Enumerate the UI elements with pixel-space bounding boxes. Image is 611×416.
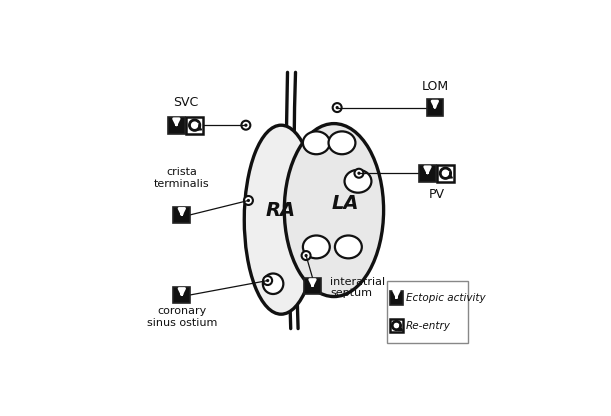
Ellipse shape <box>345 170 371 193</box>
FancyBboxPatch shape <box>304 277 321 295</box>
FancyBboxPatch shape <box>390 319 403 332</box>
Circle shape <box>354 169 364 178</box>
Circle shape <box>392 321 401 330</box>
FancyBboxPatch shape <box>390 291 403 305</box>
Text: interatrial
septum: interatrial septum <box>330 277 386 298</box>
Circle shape <box>440 168 451 179</box>
Ellipse shape <box>303 235 330 258</box>
FancyBboxPatch shape <box>437 165 454 181</box>
FancyBboxPatch shape <box>419 165 436 181</box>
Text: PV: PV <box>428 188 444 201</box>
FancyBboxPatch shape <box>426 99 443 116</box>
Text: SVC: SVC <box>173 96 198 109</box>
Circle shape <box>304 254 308 257</box>
Text: RA: RA <box>266 201 296 220</box>
Ellipse shape <box>303 131 330 154</box>
Circle shape <box>189 120 200 131</box>
Ellipse shape <box>244 125 318 314</box>
Circle shape <box>244 124 247 127</box>
FancyBboxPatch shape <box>387 280 469 343</box>
Circle shape <box>302 251 310 260</box>
Ellipse shape <box>335 235 362 258</box>
Circle shape <box>241 121 251 130</box>
Circle shape <box>247 199 250 202</box>
Ellipse shape <box>284 124 384 297</box>
FancyBboxPatch shape <box>174 287 190 303</box>
FancyBboxPatch shape <box>168 117 185 134</box>
Circle shape <box>263 276 272 285</box>
Circle shape <box>244 196 253 205</box>
Text: LOM: LOM <box>422 80 448 93</box>
Text: LA: LA <box>331 194 359 213</box>
Circle shape <box>332 103 342 112</box>
Text: Re-entry: Re-entry <box>406 320 451 331</box>
Text: coronary
sinus ostium: coronary sinus ostium <box>147 307 217 328</box>
Circle shape <box>357 172 360 175</box>
FancyBboxPatch shape <box>186 117 203 134</box>
Text: crista
terminalis: crista terminalis <box>154 167 210 189</box>
Circle shape <box>266 279 269 282</box>
Circle shape <box>335 106 338 109</box>
Ellipse shape <box>329 131 356 154</box>
Text: Ectopic activity: Ectopic activity <box>406 293 486 303</box>
FancyBboxPatch shape <box>174 207 190 223</box>
Circle shape <box>263 273 284 294</box>
